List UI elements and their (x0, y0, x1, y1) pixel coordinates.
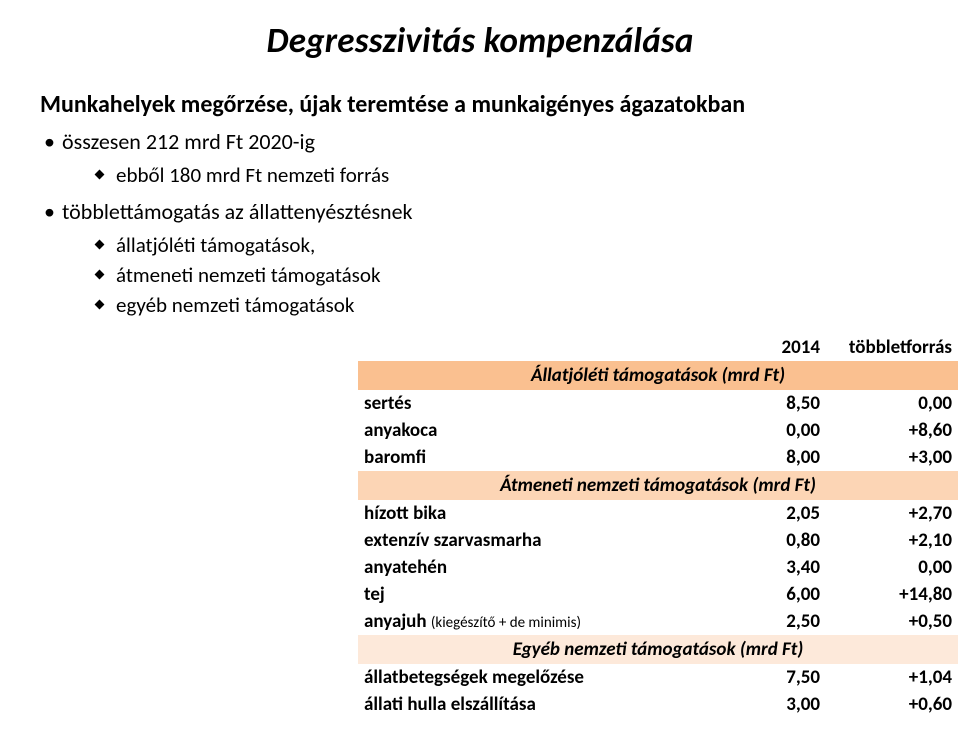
row-label: extenzív szarvasmarha (358, 527, 694, 554)
row-value: +1,04 (826, 664, 958, 691)
bullet-item: összesen 212 mrd Ft 2020-ig ebből 180 mr… (40, 127, 920, 189)
row-label: anyatehén (358, 554, 694, 581)
row-value: +8,60 (826, 417, 958, 444)
table-row: sertés 8,50 0,00 (358, 390, 958, 417)
row-value: 8,50 (694, 390, 826, 417)
bullet-text: összesen 212 mrd Ft 2020-ig (62, 128, 315, 155)
subtitle: Munkahelyek megőrzése, újak teremtése a … (40, 90, 920, 119)
bullet-item: többlettámogatás az állattenyésztésnek á… (40, 197, 920, 320)
table-header-year: 2014 (694, 334, 826, 361)
table-row: állati hulla elszállítása 3,00 +0,60 (358, 691, 958, 718)
table-row: baromfi 8,00 +3,00 (358, 444, 958, 471)
row-value: 7,50 (694, 664, 826, 691)
row-value: +2,10 (826, 527, 958, 554)
table-row: extenzív szarvasmarha 0,80 +2,10 (358, 527, 958, 554)
row-value: +0,50 (826, 608, 958, 635)
bullet-list: összesen 212 mrd Ft 2020-ig ebből 180 mr… (40, 127, 920, 320)
row-value: 8,00 (694, 444, 826, 471)
row-value: +2,70 (826, 500, 958, 527)
table-header-empty (358, 334, 694, 361)
table-row: tej 6,00 +14,80 (358, 581, 958, 608)
row-value: +0,60 (826, 691, 958, 718)
table-section-row: Állatjóléti támogatások (mrd Ft) (358, 361, 958, 390)
row-value: 0,00 (826, 554, 958, 581)
row-label: állatbetegségek megelőzése (358, 664, 694, 691)
table-row: anyajuh (kiegészítő + de minimis) 2,50 +… (358, 608, 958, 635)
row-value: 0,80 (694, 527, 826, 554)
table-header-row: 2014 többletforrás (358, 334, 958, 361)
page-title: Degresszivitás kompenzálása (40, 20, 920, 62)
row-value: 0,00 (694, 417, 826, 444)
row-label-main: anyajuh (364, 610, 431, 633)
sub-bullet-list: állatjóléti támogatások, átmeneti nemzet… (62, 231, 920, 320)
table-header-extra: többletforrás (826, 334, 958, 361)
table-section-row: Átmeneti nemzeti támogatások (mrd Ft) (358, 471, 958, 500)
table-section-row: Egyéb nemzeti támogatások (mrd Ft) (358, 635, 958, 664)
sub-bullet-item: állatjóléti támogatások, (62, 231, 920, 259)
bullet-text: többlettámogatás az állattenyésztésnek (62, 198, 413, 225)
row-value: 3,00 (694, 691, 826, 718)
row-label: hízott bika (358, 500, 694, 527)
row-value: 2,05 (694, 500, 826, 527)
sub-bullet-item: ebből 180 mrd Ft nemzeti forrás (62, 161, 920, 189)
table-row: hízott bika 2,05 +2,70 (358, 500, 958, 527)
row-value: 0,00 (826, 390, 958, 417)
table-section-label: Egyéb nemzeti támogatások (mrd Ft) (358, 635, 958, 664)
sub-bullet-item: átmeneti nemzeti támogatások (62, 261, 920, 289)
row-value: +14,80 (826, 581, 958, 608)
row-label: állati hulla elszállítása (358, 691, 694, 718)
sub-bullet-list: ebből 180 mrd Ft nemzeti forrás (62, 161, 920, 189)
sub-bullet-item: egyéb nemzeti támogatások (62, 291, 920, 319)
row-value: +3,00 (826, 444, 958, 471)
row-label-small: (kiegészítő + de minimis) (431, 614, 581, 632)
row-value: 6,00 (694, 581, 826, 608)
row-label: baromfi (358, 444, 694, 471)
slide: Degresszivitás kompenzálása Munkahelyek … (0, 0, 960, 730)
table-row: anyatehén 3,40 0,00 (358, 554, 958, 581)
support-table: 2014 többletforrás Állatjóléti támogatás… (358, 334, 958, 718)
row-label: anyakoca (358, 417, 694, 444)
row-label: tej (358, 581, 694, 608)
table-row: állatbetegségek megelőzése 7,50 +1,04 (358, 664, 958, 691)
support-table-wrap: 2014 többletforrás Állatjóléti támogatás… (358, 334, 958, 718)
row-value: 2,50 (694, 608, 826, 635)
row-label: anyajuh (kiegészítő + de minimis) (358, 608, 694, 635)
table-section-label: Átmeneti nemzeti támogatások (mrd Ft) (358, 471, 958, 500)
table-section-label: Állatjóléti támogatások (mrd Ft) (358, 361, 958, 390)
row-value: 3,40 (694, 554, 826, 581)
row-label: sertés (358, 390, 694, 417)
table-row: anyakoca 0,00 +8,60 (358, 417, 958, 444)
